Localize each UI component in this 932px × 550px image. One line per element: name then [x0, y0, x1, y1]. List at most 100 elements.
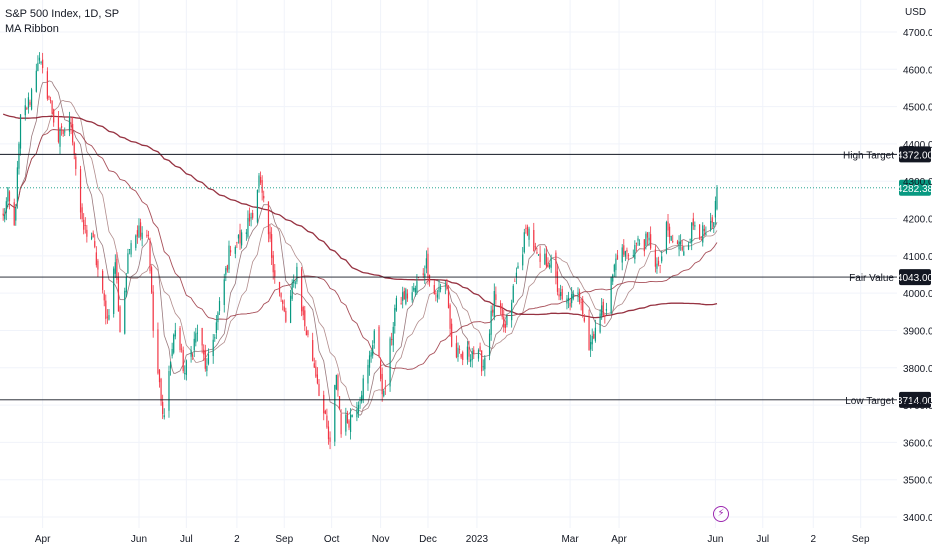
candle	[263, 190, 265, 203]
candle	[223, 273, 225, 313]
candle-body	[621, 247, 623, 263]
price-tick-label: 3900.00	[903, 326, 932, 337]
candle	[217, 311, 219, 331]
candle-body	[643, 239, 645, 252]
candle-body	[127, 253, 129, 274]
candle-body	[561, 288, 563, 300]
level-value-label: 3714.00	[897, 396, 932, 407]
candle	[438, 279, 440, 300]
price-tick-label: 4500.00	[903, 103, 932, 114]
candle-body	[627, 255, 630, 257]
candle	[493, 283, 495, 321]
candle-body	[119, 306, 121, 333]
candle-body	[446, 282, 448, 289]
candle	[124, 287, 126, 335]
candle	[577, 287, 579, 303]
candle-body	[212, 339, 214, 357]
candle	[29, 99, 31, 108]
candle	[313, 357, 315, 369]
level-value-badge	[899, 269, 931, 286]
candle-body	[460, 354, 462, 358]
candle-body	[661, 256, 663, 262]
candle-body	[632, 255, 634, 257]
time-tick-label: Jun	[707, 534, 723, 545]
time-tick-label: 2023	[466, 534, 489, 545]
candle	[678, 235, 680, 257]
candle-body	[349, 414, 352, 432]
candle-body	[681, 246, 683, 251]
candle	[163, 408, 165, 420]
candle-body	[405, 289, 407, 304]
candle-body	[571, 294, 573, 304]
candle	[621, 244, 623, 271]
candle	[444, 280, 446, 295]
candle-body	[40, 61, 42, 64]
candle-body	[536, 252, 538, 254]
time-tick-label: Jul	[180, 534, 193, 545]
candle	[114, 254, 116, 278]
candle	[403, 287, 405, 300]
candle	[48, 95, 50, 101]
candle-body	[285, 310, 287, 322]
candle	[316, 367, 319, 385]
candle	[168, 365, 170, 418]
candle-body	[258, 175, 260, 187]
candle-body	[710, 220, 712, 230]
candle	[680, 234, 682, 251]
candle	[318, 378, 320, 397]
candle-body	[705, 233, 707, 236]
candle	[184, 365, 186, 380]
candle	[212, 333, 214, 364]
candle-body	[683, 251, 685, 256]
candle	[471, 347, 473, 368]
candle-body	[181, 348, 183, 350]
candle	[173, 333, 175, 355]
price-tick-label: 3600.00	[903, 438, 932, 449]
candle	[26, 106, 28, 110]
candle	[103, 290, 105, 307]
candle-body	[580, 302, 582, 303]
candle	[46, 67, 48, 101]
candle	[285, 307, 287, 324]
candle	[181, 343, 183, 353]
candle-body	[373, 330, 375, 344]
candle-body	[370, 352, 372, 357]
indicator-title[interactable]: MA Ribbon	[5, 23, 59, 35]
candle-body	[152, 291, 154, 331]
ma-ribbon	[2, 80, 718, 416]
candle	[500, 300, 502, 315]
candle	[378, 324, 380, 358]
candle-body	[125, 276, 127, 293]
candle	[346, 410, 349, 424]
candle	[601, 298, 603, 320]
candle-body	[582, 299, 584, 315]
level-name-label: High Target	[843, 150, 894, 161]
candle-body	[301, 269, 303, 312]
candle	[256, 189, 259, 224]
time-tick-label: Jun	[131, 534, 147, 545]
candle-body	[92, 232, 94, 238]
candle-body	[304, 310, 306, 327]
candle	[117, 272, 120, 312]
candle-body	[190, 350, 192, 357]
candle	[389, 336, 391, 392]
candle-body	[263, 195, 265, 199]
candle-body	[556, 271, 559, 292]
candle-body	[102, 270, 104, 291]
candle	[203, 344, 205, 361]
candle	[582, 295, 584, 318]
candle-body	[81, 207, 83, 220]
candle	[105, 294, 107, 325]
symbol-title[interactable]: S&P 500 Index, 1D, SP	[5, 8, 120, 20]
candle-body	[479, 346, 481, 352]
flash-icon[interactable]: ⚡	[713, 506, 729, 522]
candle	[361, 390, 363, 404]
candle-body	[4, 214, 6, 220]
candle-body	[345, 414, 347, 432]
candle	[70, 117, 72, 135]
candle	[215, 314, 217, 340]
candle	[580, 298, 582, 311]
candle	[692, 212, 694, 230]
time-tick-label: Sep	[275, 534, 293, 545]
